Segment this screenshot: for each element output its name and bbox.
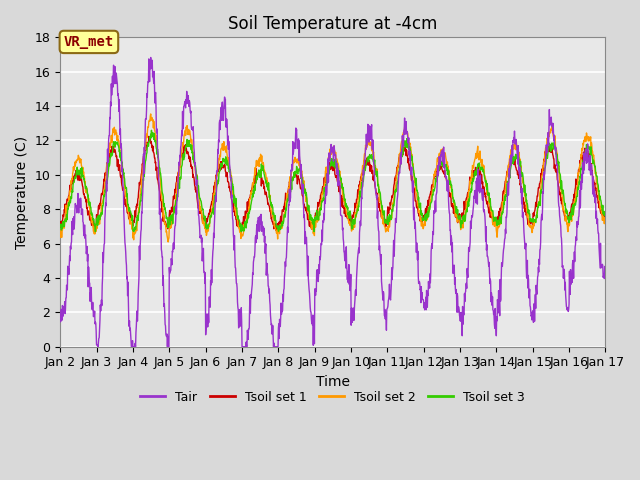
Text: VR_met: VR_met xyxy=(64,35,114,49)
Y-axis label: Temperature (C): Temperature (C) xyxy=(15,135,29,249)
Title: Soil Temperature at -4cm: Soil Temperature at -4cm xyxy=(228,15,438,33)
Legend: Tair, Tsoil set 1, Tsoil set 2, Tsoil set 3: Tair, Tsoil set 1, Tsoil set 2, Tsoil se… xyxy=(136,385,530,408)
X-axis label: Time: Time xyxy=(316,375,350,389)
